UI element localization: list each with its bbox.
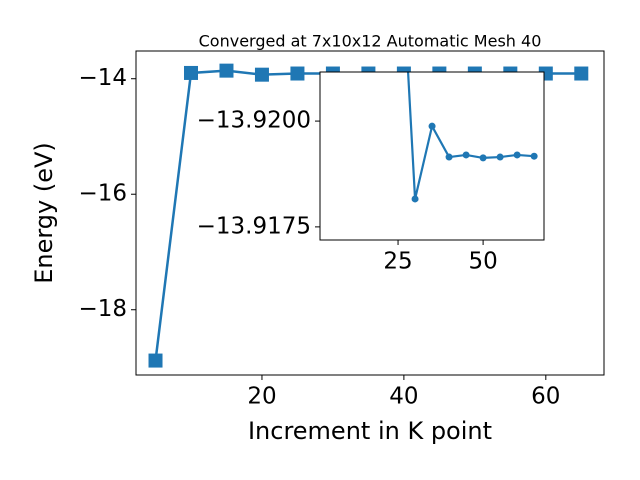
x-axis-label: Increment in K point xyxy=(248,417,492,445)
y-tick-label: −13.9175 xyxy=(197,213,311,239)
y-tick-label: −14 xyxy=(78,65,127,91)
marker xyxy=(411,195,419,203)
marker xyxy=(496,153,504,161)
marker xyxy=(479,154,487,162)
marker xyxy=(148,353,163,368)
marker xyxy=(219,63,234,78)
chart-title: Converged at 7x10x12 Automatic Mesh 40 xyxy=(199,32,542,51)
marker xyxy=(462,151,470,159)
x-tick-label: 20 xyxy=(247,384,276,410)
marker xyxy=(574,66,589,81)
axes-frame xyxy=(135,50,605,376)
axes-frame xyxy=(319,71,545,241)
x-tick-label: 25 xyxy=(383,249,412,275)
y-tick-label: −18 xyxy=(78,296,127,322)
x-tick-label: 40 xyxy=(389,384,418,410)
x-tick-label: 60 xyxy=(531,384,560,410)
marker xyxy=(530,152,538,160)
series-group xyxy=(406,72,538,203)
y-tick-label: −16 xyxy=(78,181,127,207)
marker xyxy=(513,151,521,159)
marker xyxy=(445,153,453,161)
marker xyxy=(290,66,305,81)
y-tick-label: −13.9200 xyxy=(197,108,311,134)
y-axis-label: Energy (eV) xyxy=(30,142,58,284)
marker xyxy=(428,122,436,130)
marker xyxy=(183,65,198,80)
x-tick-label: 50 xyxy=(468,249,497,275)
marker xyxy=(254,67,269,82)
